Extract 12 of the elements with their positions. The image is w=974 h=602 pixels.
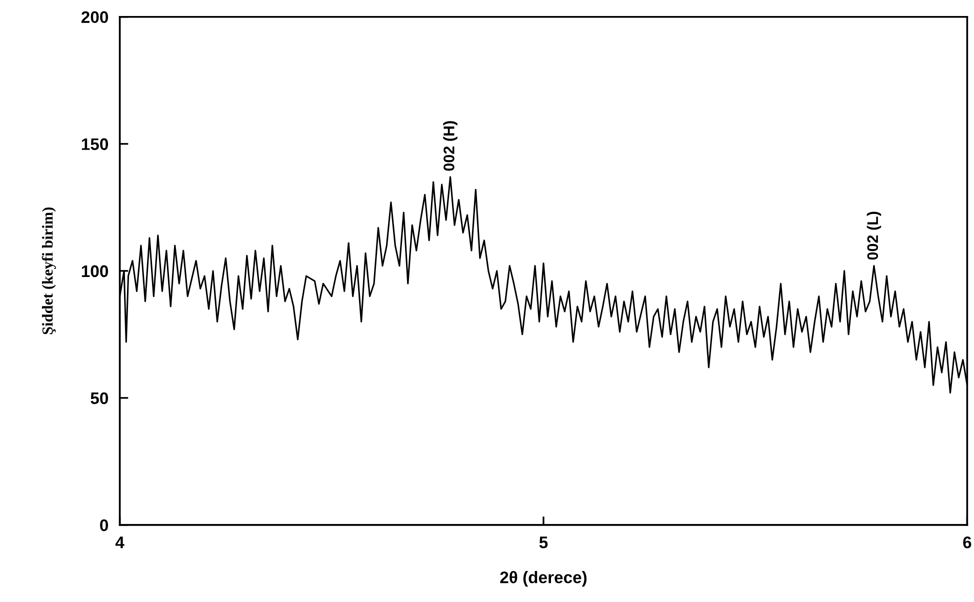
- y-tick-label: 50: [90, 392, 108, 404]
- annotation: 002 (H): [443, 121, 458, 171]
- x-tick-label: 4: [115, 536, 124, 548]
- y-tick-label: 100: [82, 265, 108, 278]
- x-axis-title: 2θ (derece): [500, 571, 587, 587]
- annotation: 002 (L): [866, 212, 882, 260]
- x-tick-label: 5: [539, 536, 548, 548]
- y-axis-title: Şiddet (keyfi birim): [42, 207, 56, 334]
- x-tick-label: 6: [963, 536, 972, 548]
- y-tick-label: 150: [82, 138, 108, 150]
- y-tick-label: 200: [81, 11, 108, 24]
- y-tick-label: 0: [100, 519, 108, 532]
